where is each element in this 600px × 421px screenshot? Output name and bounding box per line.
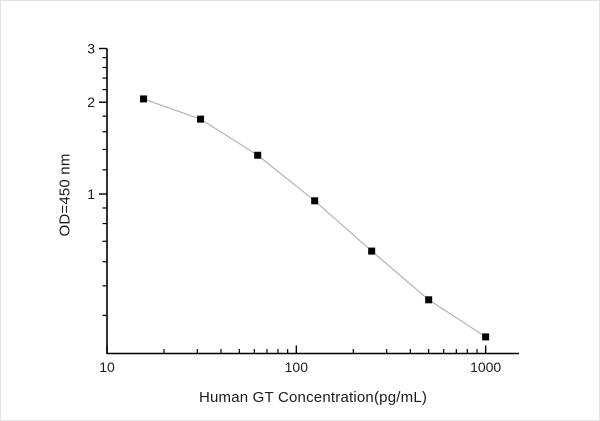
y-axis-title: OD=450 nm: [56, 153, 74, 237]
x-tick-label: 100: [285, 359, 309, 375]
data-point-marker: [197, 115, 205, 123]
y-tick-label: 3: [87, 41, 95, 57]
x-axis-title: Human GT Concentration(pg/mL): [198, 389, 428, 406]
y-tick-label: 1: [87, 186, 95, 202]
data-point-marker: [254, 151, 262, 159]
data-point-marker: [140, 95, 148, 103]
x-tick-label: 10: [99, 359, 115, 375]
y-tick-label: 2: [87, 94, 95, 110]
x-tick-label: 1000: [470, 359, 501, 375]
standard-curve-line: [143, 98, 486, 338]
data-point-marker: [482, 333, 490, 341]
data-point-marker: [425, 296, 433, 304]
data-point-marker: [311, 197, 319, 205]
data-point-marker: [368, 247, 376, 255]
